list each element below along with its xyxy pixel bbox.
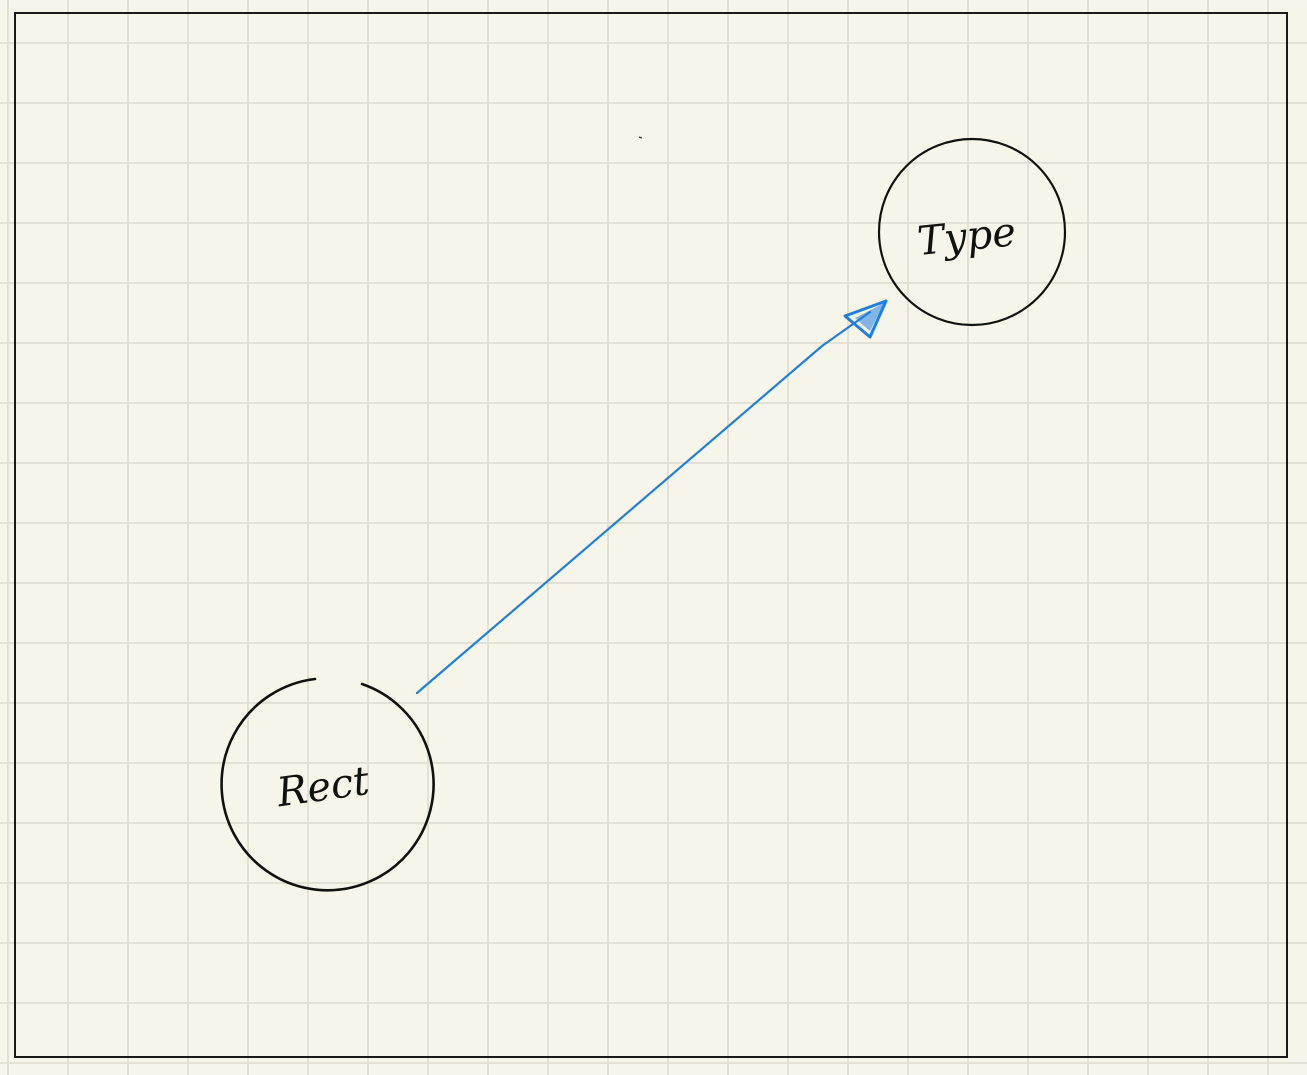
node-type-label: Type xyxy=(915,209,1018,265)
stray-mark xyxy=(638,136,643,139)
edge-arrowhead-fill xyxy=(855,303,884,331)
edge-rect-to-type xyxy=(415,299,888,695)
page-frame xyxy=(14,12,1288,1058)
node-type-circle xyxy=(877,137,1067,327)
node-rect-circle xyxy=(220,677,435,892)
edge-arrowhead xyxy=(843,299,888,339)
node-type: Type xyxy=(877,137,1067,327)
